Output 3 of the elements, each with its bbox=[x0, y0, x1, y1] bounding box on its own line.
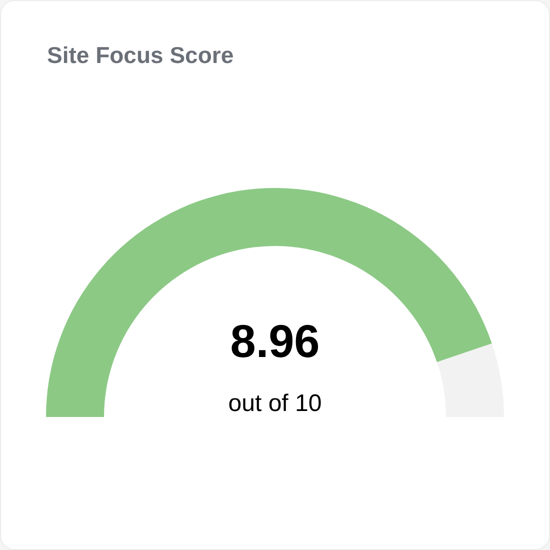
text: out of 10 bbox=[228, 390, 322, 417]
text: 8.96 bbox=[230, 315, 320, 367]
chart-title: Site Focus Score bbox=[47, 42, 234, 68]
